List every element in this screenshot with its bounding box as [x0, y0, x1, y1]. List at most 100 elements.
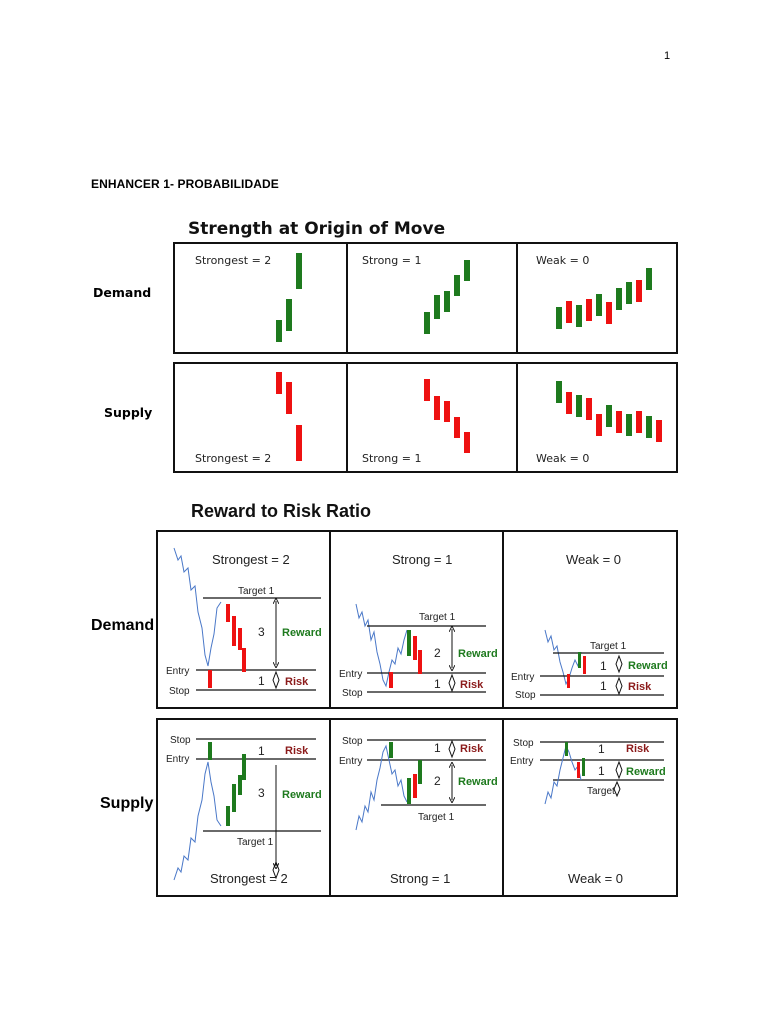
- column-title: Weak = 0: [566, 552, 621, 567]
- price-line: [544, 629, 582, 686]
- risk-diamond-icon: [615, 676, 623, 696]
- candle-bearish: [636, 280, 642, 302]
- candle-bearish: [616, 411, 622, 433]
- candle-bearish: [606, 302, 612, 324]
- reward-ratio: 3: [258, 625, 265, 639]
- candle-bullish: [582, 758, 585, 776]
- reward-tag: Reward: [458, 776, 498, 788]
- risk-diamond-icon: [272, 860, 280, 880]
- candle-bearish: [413, 636, 417, 660]
- candle-bullish: [596, 294, 602, 316]
- target-label: Target 1: [418, 812, 455, 823]
- entry-label: Entry: [166, 666, 189, 677]
- target-label: Target 1: [237, 837, 274, 848]
- price-line: [355, 744, 408, 831]
- candle-bearish: [418, 650, 422, 674]
- candle-bearish: [276, 372, 282, 394]
- candle-bullish: [444, 291, 450, 312]
- cell-label: Strong = 1: [362, 452, 422, 465]
- stop-label: Stop: [170, 735, 191, 746]
- price-line: [544, 744, 582, 805]
- cell-label: Strong = 1: [362, 254, 422, 267]
- figure1-title: Strength at Origin of Move: [188, 219, 446, 239]
- entry-label: Entry: [339, 669, 362, 680]
- supply-weak-cell: Weak = 0: [516, 364, 676, 471]
- risk-tag: Risk: [628, 681, 652, 693]
- figure2-supply-panel: [156, 718, 678, 897]
- candle-bearish: [389, 672, 393, 688]
- figure2-demand-label: Demand: [91, 617, 155, 634]
- risk-tag: Risk: [285, 676, 309, 688]
- figure1-demand-panel: Strongest = 2 Strong = 1 Weak = 0: [173, 242, 678, 354]
- reward-tag: Reward: [282, 789, 322, 801]
- candle-bullish: [418, 760, 422, 784]
- demand-weak-cell: Weak = 0: [516, 244, 676, 352]
- candle-bullish: [208, 742, 212, 760]
- candle-bullish: [464, 260, 470, 281]
- page-number: 1: [664, 50, 671, 62]
- reward-ratio: 1: [600, 659, 607, 673]
- candle-bearish: [226, 604, 230, 622]
- price-line: [173, 547, 222, 667]
- candle-bullish: [286, 299, 292, 331]
- reward-ratio: 2: [434, 774, 441, 788]
- candle-bearish: [286, 382, 292, 414]
- candle-bullish: [576, 395, 582, 417]
- entry-label: Entry: [510, 756, 533, 767]
- candle-bullish: [276, 320, 282, 342]
- candle-bullish: [556, 307, 562, 329]
- candle-bullish: [646, 416, 652, 438]
- reward-diamond-icon: [615, 654, 623, 674]
- stop-label: Stop: [342, 688, 363, 699]
- reward-diamond-icon: [615, 760, 623, 780]
- candle-bullish: [556, 381, 562, 403]
- candle-bearish: [566, 392, 572, 414]
- risk-tag: Risk: [460, 743, 484, 755]
- stop-label: Stop: [513, 738, 534, 749]
- candle-bearish: [636, 411, 642, 433]
- risk-ratio: 1: [598, 742, 605, 756]
- candle-bullish: [434, 295, 440, 319]
- reward-tag: Reward: [628, 660, 668, 672]
- candle-bullish: [424, 312, 430, 334]
- candle-bearish: [296, 425, 302, 461]
- figure2-demand-panel: [156, 530, 678, 709]
- stop-label: Stop: [342, 736, 363, 747]
- cell-label: Weak = 0: [536, 452, 590, 465]
- demand-strongest-cell: Strongest = 2: [175, 244, 346, 352]
- candle-bullish: [454, 275, 460, 296]
- target-label: Target: [587, 786, 615, 797]
- reward-ratio: 2: [434, 646, 441, 660]
- candle-bearish: [464, 432, 470, 453]
- candle-bullish: [646, 268, 652, 290]
- reward-tag: Reward: [458, 648, 498, 660]
- figure2-title: Reward to Risk Ratio: [191, 501, 372, 521]
- risk-ratio: 1: [258, 744, 265, 758]
- candle-bearish: [577, 762, 580, 778]
- column-title: Strongest = 2: [210, 871, 288, 886]
- target-label: Target 1: [238, 586, 275, 597]
- entry-label: Entry: [339, 756, 362, 767]
- candle-bearish: [596, 414, 602, 436]
- candle-bullish: [626, 414, 632, 436]
- target-diamond-icon: [613, 780, 621, 798]
- demand-strong-cell: Strong = 1: [346, 244, 516, 352]
- risk-ratio: 1: [258, 674, 265, 688]
- candle-bearish: [586, 398, 592, 420]
- figure1-demand-label: Demand: [93, 285, 152, 300]
- stop-label: Stop: [169, 686, 190, 697]
- section-heading: ENHANCER 1- PROBABILIDADE: [91, 177, 279, 191]
- stop-label: Stop: [515, 690, 536, 701]
- candle-bearish: [567, 674, 570, 688]
- column-title: Weak = 0: [568, 871, 623, 886]
- figure2-supply-label: Supply: [100, 795, 154, 812]
- candle-bullish: [565, 742, 568, 756]
- reward-ratio: 1: [598, 764, 605, 778]
- risk-diamond-icon: [272, 670, 280, 690]
- candle-bearish: [413, 774, 417, 798]
- risk-diamond-icon: [448, 673, 456, 693]
- cell-label: Weak = 0: [536, 254, 590, 267]
- figure1-supply-label: Supply: [104, 405, 153, 420]
- candle-bullish: [407, 630, 411, 656]
